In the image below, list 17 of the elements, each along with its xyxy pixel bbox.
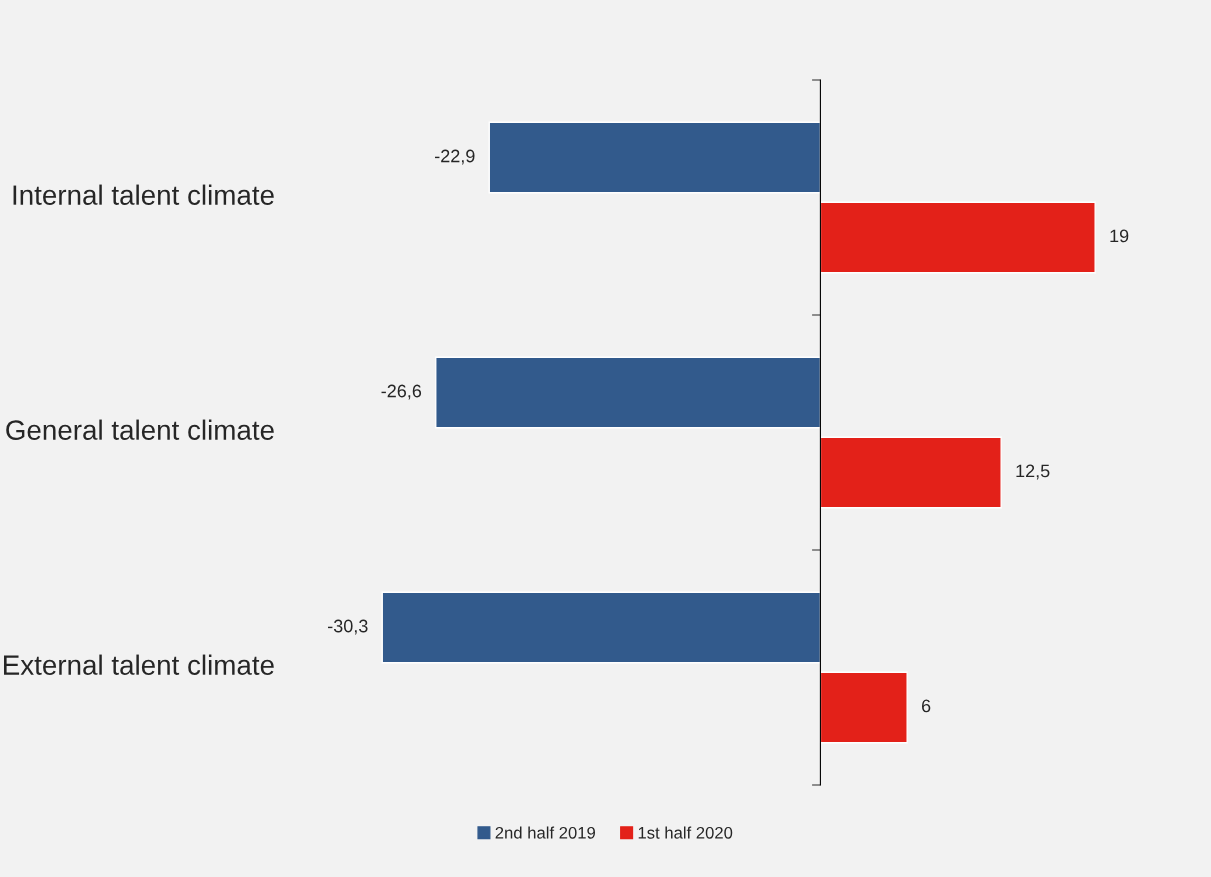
data-label: -22,9 — [435, 149, 475, 165]
bar — [488, 121, 822, 194]
bar — [819, 201, 1096, 274]
legend-label: 2nd half 2019 — [495, 826, 596, 839]
data-label: 19 — [1110, 229, 1129, 243]
legend-label: 1st half 2020 — [638, 826, 733, 839]
bar — [435, 356, 822, 429]
data-label: 12,5 — [1016, 464, 1050, 480]
y-tick-label: External talent climate — [4, 654, 274, 675]
bar — [819, 436, 1002, 509]
bar — [819, 671, 908, 744]
y-tick-label: Internal talent climate — [13, 184, 274, 205]
y-tick-label: General talent climate — [6, 419, 274, 440]
data-label: -30,3 — [328, 619, 368, 635]
bar — [381, 591, 822, 664]
data-label: 6 — [921, 699, 931, 713]
data-label: -26,6 — [381, 384, 422, 400]
